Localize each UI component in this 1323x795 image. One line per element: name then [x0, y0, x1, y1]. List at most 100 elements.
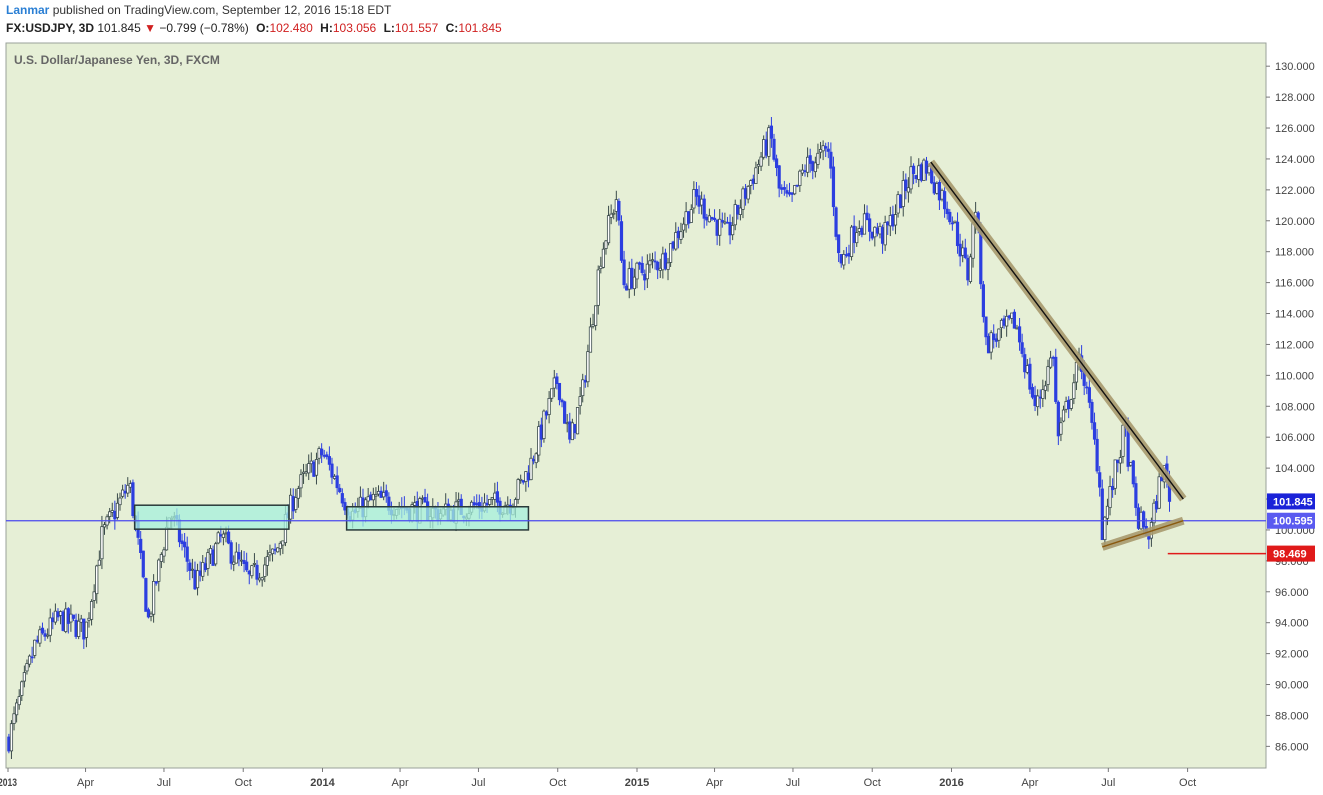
candle-body	[48, 617, 52, 636]
candle-body	[289, 494, 293, 520]
candle-body	[922, 159, 926, 181]
current-price-label: 101.845	[1273, 496, 1313, 508]
candle-body	[981, 284, 985, 318]
candle-body	[247, 570, 251, 575]
x-tick-label: Oct	[235, 777, 252, 789]
candle-body	[216, 532, 220, 544]
x-tick-label: Jul	[157, 777, 171, 789]
candle-body	[384, 490, 388, 497]
author-link[interactable]: Lanmar	[6, 3, 50, 17]
candle-body	[599, 265, 603, 270]
candle-body	[51, 617, 55, 623]
support-price-label: 100.595	[1273, 516, 1313, 528]
candle-body	[239, 559, 244, 562]
x-tick-label: Oct	[864, 777, 881, 789]
candle-body	[190, 568, 194, 571]
candle-body	[622, 259, 626, 286]
candle-body	[780, 187, 784, 190]
publish-info: Lanmar published on TradingView.com, Sep…	[6, 3, 391, 17]
candle-body	[756, 164, 761, 167]
candle-body	[304, 471, 308, 474]
candle-body	[674, 232, 678, 250]
candle-body	[314, 459, 319, 476]
symbol-label[interactable]: FX:USDJPY, 3D	[6, 21, 95, 35]
candle-body	[989, 332, 993, 353]
candle-body	[746, 186, 750, 200]
candle-body	[1020, 342, 1024, 354]
candle-body	[795, 184, 799, 187]
candle-body	[950, 222, 954, 225]
last-price: 101.845	[97, 21, 141, 35]
candle-body	[294, 497, 298, 510]
open-value: 102.480	[269, 21, 313, 35]
support-trendline[interactable]	[1102, 519, 1184, 548]
candle-body	[1147, 536, 1151, 540]
candle-body	[43, 633, 47, 637]
candle-body	[886, 221, 890, 226]
candle-body	[154, 581, 158, 584]
candle-body	[718, 218, 722, 236]
candle-body	[762, 139, 766, 158]
candle-body	[255, 564, 259, 580]
candle-body	[671, 241, 675, 249]
y-tick-label: 108.000	[1275, 401, 1315, 413]
candle-body	[1131, 460, 1135, 485]
candle-body	[769, 125, 774, 139]
candle-body	[617, 200, 621, 221]
candle-body	[146, 609, 151, 618]
candle-body	[948, 211, 952, 223]
candle-body	[632, 276, 637, 290]
candle-body	[658, 267, 662, 271]
target-price-label-tag	[1267, 545, 1315, 562]
candle-body	[46, 634, 50, 637]
candle-body	[720, 220, 724, 223]
candle-body	[420, 497, 425, 500]
candle-body	[157, 559, 161, 582]
candle-body	[95, 565, 99, 595]
plot-area[interactable]	[5, 42, 1267, 769]
candle-body	[653, 260, 657, 263]
candle-body	[234, 551, 238, 564]
consolidation-box-1[interactable]	[133, 504, 290, 530]
candle-body	[751, 178, 755, 184]
candle-body	[1142, 511, 1146, 528]
candle-body	[586, 351, 590, 383]
chart-title: U.S. Dollar/Japanese Yen, 3D, FXCM	[14, 53, 220, 67]
y-tick-label: 92.000	[1275, 649, 1309, 661]
candle-body	[1100, 488, 1104, 541]
candle-body	[694, 189, 699, 197]
candle-body	[224, 532, 228, 535]
candle-body	[120, 489, 125, 497]
price-axis[interactable]: 86.00088.00090.00092.00094.00096.00098.0…	[1266, 61, 1315, 753]
time-axis[interactable]: 2013 Apr Jul Oct 2014 Apr Jul Oct 2015 Apr Jul Oct 2…	[0, 768, 1196, 789]
candle-body	[847, 252, 851, 257]
consolidation-box-2[interactable]	[345, 506, 530, 531]
candle-body	[650, 259, 655, 262]
candle-body	[115, 502, 120, 518]
candle-body	[38, 629, 42, 644]
candle-body	[578, 396, 582, 407]
candle-body	[260, 577, 264, 581]
candle-body	[162, 549, 166, 557]
candle-body	[1098, 472, 1102, 488]
price-chart[interactable]: U.S. Dollar/Japanese Yen, 3D, FXCM 86.00…	[0, 40, 1323, 795]
candle-body	[924, 160, 929, 174]
candle-body	[914, 175, 918, 180]
y-tick-label: 104.000	[1275, 463, 1315, 475]
y-tick-label: 126.000	[1275, 123, 1315, 135]
candle-body	[829, 151, 833, 169]
candle-body	[697, 195, 701, 207]
candle-body	[118, 497, 122, 506]
candle-body	[806, 156, 810, 173]
candle-body	[257, 577, 262, 581]
down-arrow-icon: ▼	[144, 21, 156, 35]
current-price-label-tag	[1267, 493, 1315, 510]
candle-body	[834, 207, 838, 237]
candle-body	[1090, 401, 1094, 423]
candle-body	[857, 228, 861, 232]
candle-body	[1012, 311, 1017, 329]
candle-body	[839, 254, 843, 264]
y-tick-label: 88.000	[1275, 710, 1309, 722]
resistance-trendline[interactable]	[930, 161, 1184, 500]
candle-body	[1074, 362, 1079, 383]
